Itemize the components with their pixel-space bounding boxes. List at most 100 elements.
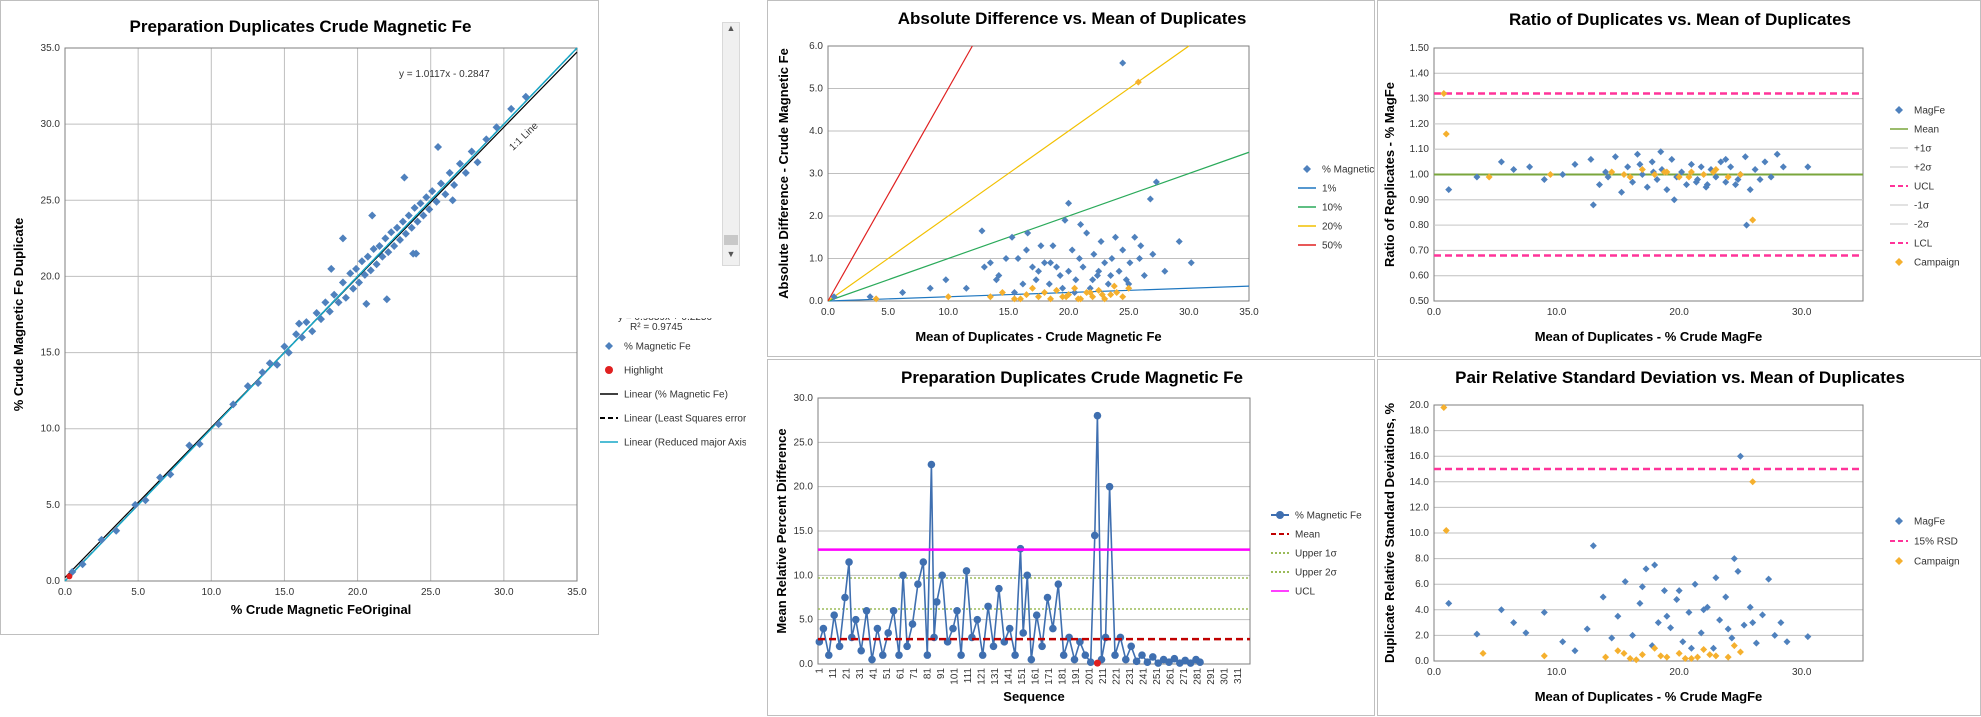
data-point <box>401 229 410 238</box>
campaign-point <box>1620 649 1628 657</box>
data-point <box>1724 625 1732 633</box>
data-point <box>338 278 347 287</box>
data-point <box>312 308 321 317</box>
data-point <box>1636 160 1644 168</box>
chart-title: Preparation Duplicates Crude Magnetic Fe <box>130 17 472 36</box>
legend-marker <box>1895 106 1903 114</box>
data-point <box>1445 186 1453 194</box>
campaign-point <box>1638 165 1646 173</box>
data-point <box>1079 263 1087 271</box>
data-point <box>1657 148 1665 156</box>
y-tick-label: 10.0 <box>41 424 61 435</box>
data-point <box>1559 171 1567 178</box>
x-tick-label: 61 <box>895 668 906 680</box>
data-point <box>1670 196 1678 204</box>
y-tick-label: 1.30 <box>1410 94 1430 105</box>
campaign-point <box>1694 653 1702 661</box>
campaign-point <box>1125 284 1133 292</box>
data-point <box>857 646 865 655</box>
y-tick-label: 2.0 <box>809 211 823 222</box>
data-point <box>473 158 482 167</box>
data-point <box>984 602 992 611</box>
data-point <box>895 651 903 659</box>
data-point <box>1687 160 1695 168</box>
campaign-point <box>1485 173 1493 181</box>
data-point <box>1111 233 1119 241</box>
data-point <box>375 241 384 250</box>
x-tick-label: 20.0 <box>1059 307 1079 318</box>
scroll-up-icon[interactable]: ▲ <box>726 23 736 33</box>
data-point <box>1663 186 1671 194</box>
campaign-point <box>1620 171 1628 178</box>
data-point <box>1673 596 1681 604</box>
data-point <box>1653 176 1661 184</box>
campaign-point <box>1700 171 1708 178</box>
data-point <box>1571 160 1579 168</box>
data-point <box>1070 655 1079 664</box>
data-point <box>265 359 274 368</box>
x-tick-label: 281 <box>1192 668 1203 685</box>
data-point <box>1170 654 1179 663</box>
x-tick-label: 11 <box>828 668 839 679</box>
data-point <box>1089 276 1097 284</box>
data-point <box>1654 619 1662 627</box>
chart-title: Absolute Difference vs. Mean of Duplicat… <box>898 9 1247 28</box>
campaign-point <box>1608 168 1616 176</box>
data-point <box>978 651 987 659</box>
scroll-down-icon[interactable]: ▼ <box>726 249 736 259</box>
data-point <box>229 400 238 409</box>
data-point <box>292 330 301 339</box>
data-point <box>381 234 390 243</box>
campaign-point <box>986 293 994 301</box>
data-point <box>1751 165 1759 173</box>
data-point <box>1473 173 1481 181</box>
campaign-point <box>1110 282 1118 290</box>
data-point <box>1804 163 1812 171</box>
campaign-point <box>1083 289 1091 296</box>
scroll-thumb[interactable] <box>724 235 738 245</box>
campaign-point <box>1035 293 1042 301</box>
data-point <box>492 123 501 132</box>
data-point <box>884 629 892 637</box>
data-point <box>341 293 350 302</box>
data-point <box>866 293 874 301</box>
data-point <box>243 382 252 391</box>
data-point <box>830 611 838 620</box>
chart-abs-diff: 0.0 1.0 2.0 3.0 4.0 5.0 6.0 0.0 5.0 10.0 15.0 20.0 2… <box>776 9 1376 344</box>
data-point <box>1054 580 1063 588</box>
data-point <box>1682 181 1690 189</box>
campaign-point <box>1016 295 1024 303</box>
y-tick-label: 16.0 <box>1410 451 1430 462</box>
data-point <box>1727 163 1735 171</box>
data-point <box>1065 267 1073 275</box>
data-point <box>1716 616 1724 624</box>
data-point <box>1589 201 1597 209</box>
data-point <box>845 558 853 566</box>
data-point <box>1749 619 1757 627</box>
data-point <box>914 580 922 588</box>
data-point <box>295 319 304 328</box>
data-point <box>989 642 998 651</box>
data-point <box>1047 259 1055 267</box>
data-point <box>1083 229 1091 237</box>
data-point <box>327 264 336 273</box>
data-point <box>1559 638 1567 646</box>
data-point <box>1732 181 1740 189</box>
data-point <box>1152 178 1160 186</box>
y-tick-label: 0.0 <box>809 296 823 307</box>
y-tick-label: 5.0 <box>809 84 823 95</box>
data-point <box>1679 638 1687 646</box>
data-point <box>467 147 476 156</box>
data-point <box>1140 272 1148 279</box>
data-point <box>973 615 982 624</box>
data-point <box>1767 173 1775 181</box>
data-point <box>992 276 1000 284</box>
panel-sequence: 0.0 5.0 10.0 15.0 20.0 25.0 30.0 1 11 21 31 41 51 61 7… <box>767 359 1375 716</box>
scrollbar-track[interactable]: ▲ ▼ <box>722 22 740 266</box>
x-tick-label: 10.0 <box>202 587 222 598</box>
y-tick-label: 20.0 <box>1410 400 1430 411</box>
campaign-point <box>1479 649 1487 657</box>
y-tick-label: 2.0 <box>1415 630 1429 641</box>
data-point <box>933 598 941 606</box>
data-point <box>1604 173 1612 181</box>
